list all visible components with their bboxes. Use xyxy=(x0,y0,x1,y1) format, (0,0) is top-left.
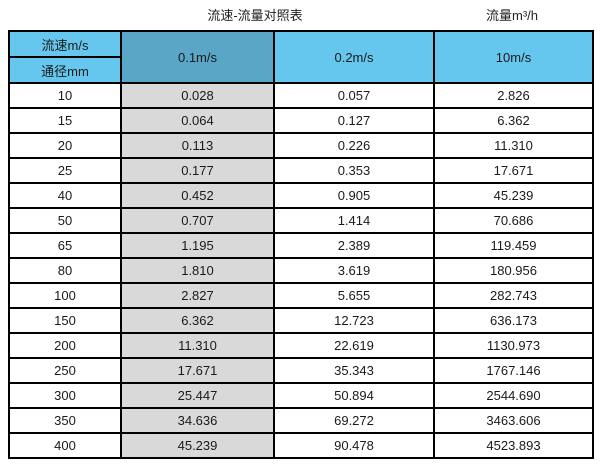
flow-value-0-1-cell: 0.177 xyxy=(120,157,275,184)
flow-value-0-2-cell: 12.723 xyxy=(273,307,435,334)
header-row-bottom: 通径mm xyxy=(8,56,593,84)
diameter-cell: 80 xyxy=(8,257,122,284)
flow-unit-label: 流量m³/h xyxy=(485,8,539,23)
flow-value-10-cell: 6.362 xyxy=(433,107,594,134)
flow-value-0-1-cell: 6.362 xyxy=(120,307,275,334)
diameter-cell: 15 xyxy=(8,107,122,134)
corner-diameter-label: 通径mm xyxy=(8,56,122,84)
flow-value-0-2-cell: 50.894 xyxy=(273,382,435,409)
diameter-cell: 200 xyxy=(8,332,122,359)
diameter-cell: 40 xyxy=(8,182,122,209)
flow-value-0-1-cell: 2.827 xyxy=(120,282,275,309)
flow-value-0-1-cell: 0.707 xyxy=(120,207,275,234)
table-row: 15 0.064 0.127 6.362 xyxy=(8,107,594,134)
flow-value-10-cell: 1130.973 xyxy=(433,332,594,359)
page-title: 流速-流量对照表 xyxy=(207,8,303,23)
table-row: 40 0.452 0.905 45.239 xyxy=(8,182,594,209)
flow-value-10-cell: 1767.146 xyxy=(433,357,594,384)
flow-value-0-2-cell: 0.226 xyxy=(273,132,435,159)
table-row: 50 0.707 1.414 70.686 xyxy=(8,207,594,234)
flow-value-10-cell: 11.310 xyxy=(433,132,594,159)
flow-value-0-2-cell: 0.057 xyxy=(273,82,435,109)
corner-velocity-label: 流速m/s xyxy=(8,30,122,58)
flow-value-0-1-cell: 0.452 xyxy=(120,182,275,209)
table-row: 150 6.362 12.723 636.173 xyxy=(8,307,594,334)
table-row: 350 34.636 69.272 3463.606 xyxy=(8,407,594,434)
flow-value-0-2-cell: 2.389 xyxy=(273,232,435,259)
flow-value-10-cell: 4523.893 xyxy=(433,432,594,459)
table-row: 10 0.028 0.057 2.826 xyxy=(8,82,594,109)
diameter-cell: 350 xyxy=(8,407,122,434)
velocity-header-0-1: 0.1m/s xyxy=(120,30,275,84)
table-row: 400 45.239 90.478 4523.893 xyxy=(8,432,594,459)
diameter-cell: 20 xyxy=(8,132,122,159)
flow-value-10-cell: 70.686 xyxy=(433,207,594,234)
flow-value-10-cell: 180.956 xyxy=(433,257,594,284)
flow-value-10-cell: 282.743 xyxy=(433,282,594,309)
flow-value-10-cell: 3463.606 xyxy=(433,407,594,434)
diameter-cell: 10 xyxy=(8,82,122,109)
flow-value-0-2-cell: 22.619 xyxy=(273,332,435,359)
flow-rate-table: 流速m/s 0.1m/s 0.2m/s 10m/s 通径mm 10 0.028 0.… xyxy=(8,30,594,459)
flow-value-0-1-cell: 0.113 xyxy=(120,132,275,159)
table-row: 100 2.827 5.655 282.743 xyxy=(8,282,594,309)
diameter-cell: 100 xyxy=(8,282,122,309)
diameter-cell: 65 xyxy=(8,232,122,259)
diameter-cell: 25 xyxy=(8,157,122,184)
flow-value-0-2-cell: 1.414 xyxy=(273,207,435,234)
table-row: 250 17.671 35.343 1767.146 xyxy=(8,357,594,384)
table-row: 300 25.447 50.894 2544.690 xyxy=(8,382,594,409)
diameter-cell: 50 xyxy=(8,207,122,234)
velocity-header-10: 10m/s xyxy=(433,30,594,84)
flow-value-0-2-cell: 5.655 xyxy=(273,282,435,309)
flow-value-0-2-cell: 90.478 xyxy=(273,432,435,459)
page-titles: 流速-流量对照表 流量m³/h xyxy=(0,0,600,30)
diameter-cell: 400 xyxy=(8,432,122,459)
flow-value-0-1-cell: 45.239 xyxy=(120,432,275,459)
flow-value-0-1-cell: 0.064 xyxy=(120,107,275,134)
flow-value-0-1-cell: 1.810 xyxy=(120,257,275,284)
flow-value-10-cell: 17.671 xyxy=(433,157,594,184)
diameter-cell: 150 xyxy=(8,307,122,334)
table-row: 65 1.195 2.389 119.459 xyxy=(8,232,594,259)
flow-value-0-2-cell: 3.619 xyxy=(273,257,435,284)
header-row-top: 流速m/s 0.1m/s 0.2m/s 10m/s xyxy=(8,30,594,84)
flow-value-0-1-cell: 0.028 xyxy=(120,82,275,109)
flow-value-10-cell: 119.459 xyxy=(433,232,594,259)
table-header: 流速m/s 0.1m/s 0.2m/s 10m/s 通径mm xyxy=(8,30,594,84)
table-row: 25 0.177 0.353 17.671 xyxy=(8,157,594,184)
flow-value-0-2-cell: 0.353 xyxy=(273,157,435,184)
diameter-cell: 300 xyxy=(8,382,122,409)
flow-value-0-1-cell: 34.636 xyxy=(120,407,275,434)
diameter-cell: 250 xyxy=(8,357,122,384)
flow-value-0-1-cell: 25.447 xyxy=(120,382,275,409)
velocity-header-0-2: 0.2m/s xyxy=(273,30,435,84)
table-row: 80 1.810 3.619 180.956 xyxy=(8,257,594,284)
table-body: 10 0.028 0.057 2.826 15 0.064 0.127 6.362 20 0.11… xyxy=(8,82,594,459)
table-row: 200 11.310 22.619 1130.973 xyxy=(8,332,594,359)
flow-value-10-cell: 45.239 xyxy=(433,182,594,209)
table-row: 20 0.113 0.226 11.310 xyxy=(8,132,594,159)
flow-value-0-2-cell: 69.272 xyxy=(273,407,435,434)
flow-value-10-cell: 2544.690 xyxy=(433,382,594,409)
flow-value-0-1-cell: 1.195 xyxy=(120,232,275,259)
flow-value-10-cell: 2.826 xyxy=(433,82,594,109)
flow-value-0-1-cell: 11.310 xyxy=(120,332,275,359)
flow-value-0-2-cell: 0.905 xyxy=(273,182,435,209)
flow-value-0-2-cell: 0.127 xyxy=(273,107,435,134)
flow-value-0-1-cell: 17.671 xyxy=(120,357,275,384)
flow-value-0-2-cell: 35.343 xyxy=(273,357,435,384)
flow-value-10-cell: 636.173 xyxy=(433,307,594,334)
